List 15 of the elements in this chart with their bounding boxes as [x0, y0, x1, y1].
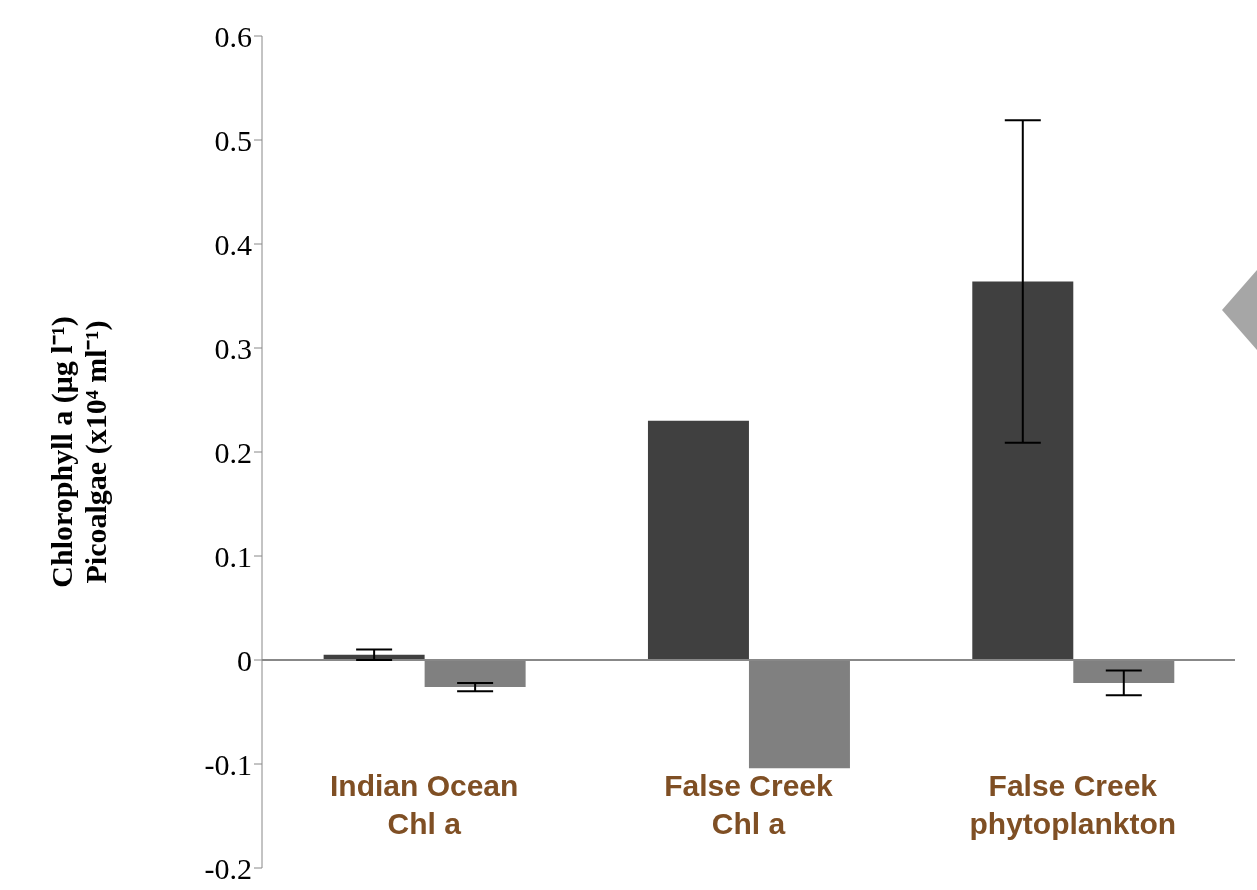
- x-tick-label: Indian Ocean Chl a: [329, 769, 519, 840]
- bar: [972, 281, 1074, 660]
- y-tick-label: 0: [237, 643, 252, 677]
- x-tick-label: False Creek Chl a: [664, 769, 834, 840]
- y-tick-label: 0.3: [214, 331, 252, 365]
- y-tick-label: -0.1: [204, 747, 252, 781]
- y-tick-label: 0.5: [214, 123, 252, 157]
- y-axis-title: Chlorophyll a (μg l⁻¹) Picoalgae (x10⁴ ml⁻¹): [45, 316, 113, 588]
- y-tick-label: 0.2: [214, 435, 252, 469]
- y-tick-label: 0.4: [214, 227, 252, 261]
- bar: [647, 420, 749, 660]
- y-tick-label: 0.6: [214, 19, 252, 53]
- y-tick-label: 0.1: [214, 539, 252, 573]
- y-tick-label: -0.2: [204, 851, 252, 885]
- x-tick-label: False Creek phytoplankton: [969, 769, 1177, 840]
